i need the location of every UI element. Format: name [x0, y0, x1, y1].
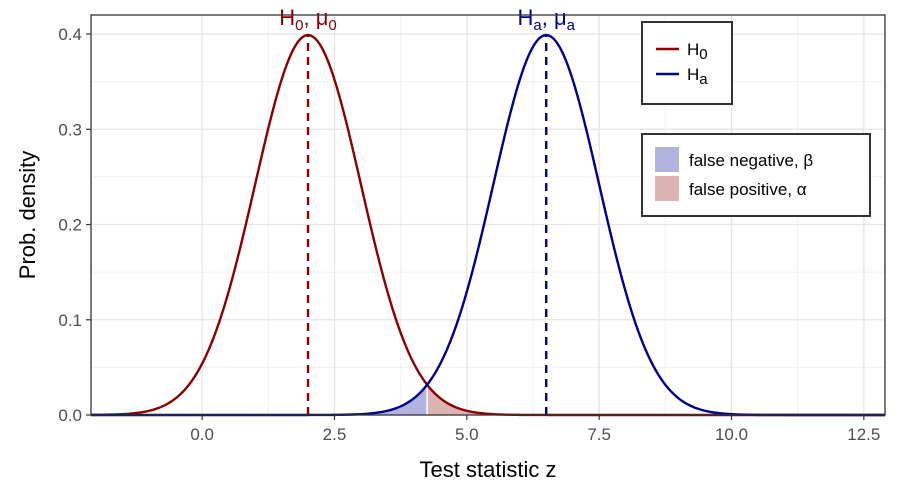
peak-label-greek: μ	[554, 5, 567, 30]
y-tick-label: 0.0	[58, 406, 82, 425]
legend-false-positive-swatch	[655, 176, 679, 201]
peak-label-subscript: 0	[295, 17, 303, 34]
y-axis-title: Prob. density	[15, 151, 40, 279]
peak-label-greek: μ	[316, 5, 329, 30]
legend-line-label-subscript: a	[699, 71, 708, 88]
peak-label-separator: ,	[542, 5, 554, 30]
peak-label-main: H	[279, 5, 295, 30]
legend-line-label: Ha	[687, 65, 708, 88]
peak-label-greek-subscript: 0	[328, 17, 336, 34]
ha-peak-label: Ha, μa	[517, 5, 575, 34]
legend-false-negative-label: false negative, β	[689, 151, 813, 170]
y-tick-label: 0.1	[58, 311, 82, 330]
legend-line-label: H0	[687, 40, 708, 63]
peak-label-greek-subscript: a	[567, 17, 576, 34]
legend-line-label-subscript: 0	[699, 46, 707, 63]
x-tick-label: 2.5	[323, 425, 347, 444]
x-axis-title: Test statistic z	[420, 457, 557, 482]
peak-label-subscript: a	[533, 17, 542, 34]
peak-label-separator: ,	[304, 5, 316, 30]
x-tick-label: 12.5	[847, 425, 880, 444]
plot-border	[90, 14, 886, 416]
h0-peak-label: H0, μ0	[279, 5, 337, 34]
x-tick-label: 10.0	[715, 425, 748, 444]
legend-line-label-main: H	[687, 40, 699, 59]
x-tick-label: 7.5	[587, 425, 611, 444]
legend-false-negative-swatch	[655, 147, 679, 172]
peak-label-main: H	[517, 5, 533, 30]
legend-line-label-main: H	[687, 65, 699, 84]
y-tick-label: 0.4	[58, 25, 82, 44]
fill-legend-box	[641, 133, 871, 217]
legend-false-positive-label: false positive, α	[689, 180, 807, 199]
y-tick-label: 0.2	[58, 216, 82, 235]
y-tick-label: 0.3	[58, 120, 82, 139]
x-tick-label: 0.0	[190, 425, 214, 444]
false-negative-area	[91, 384, 428, 415]
x-tick-label: 5.0	[455, 425, 479, 444]
line-legend-box	[641, 21, 733, 105]
